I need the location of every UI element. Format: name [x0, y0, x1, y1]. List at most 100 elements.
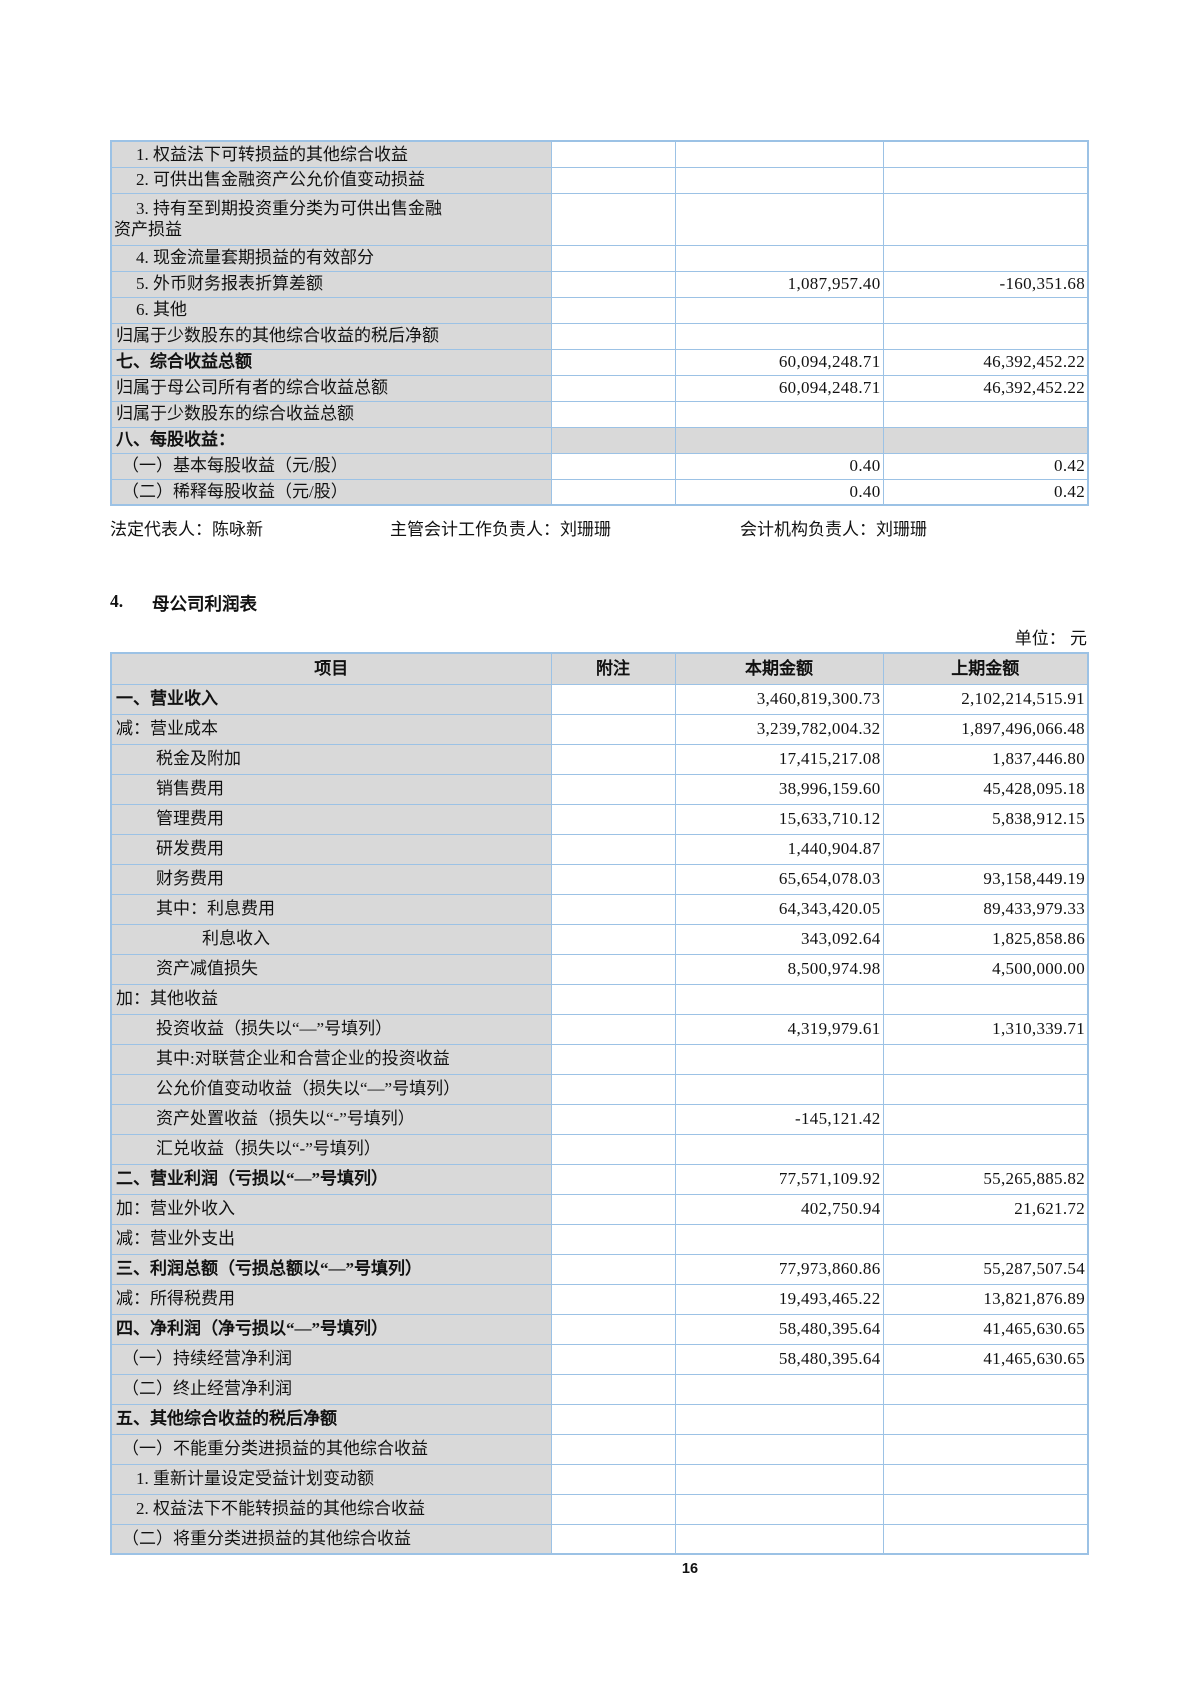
table-row: 减：营业成本 3,239,782,004.32 1,897,496,066.48 [110, 713, 1089, 745]
note-cell [550, 322, 676, 350]
current-period-amount-cell: -145,121.42 [674, 1103, 884, 1135]
table-row: 二、营业利润（亏损以“—”号填列） 77,571,109.92 55,265,885… [110, 1163, 1089, 1195]
prior-period-amount-cell [882, 322, 1089, 350]
note-cell [550, 683, 676, 715]
table-row: 4. 现金流量套期损益的有效部分 [110, 244, 1089, 272]
table-row: 归属于母公司所有者的综合收益总额 60,094,248.71 46,392,452.… [110, 374, 1089, 402]
item-label-cell: 二、营业利润（亏损以“—”号填列） [110, 1163, 552, 1195]
current-period-amount-cell: 343,092.64 [674, 923, 884, 955]
item-label-cell: 4. 现金流量套期损益的有效部分 [110, 244, 552, 272]
current-period-amount-cell [674, 400, 884, 428]
table-row: 资产减值损失 8,500,974.98 4,500,000.00 [110, 953, 1089, 985]
note-cell [550, 1343, 676, 1375]
table-row: 财务费用 65,654,078.03 93,158,449.19 [110, 863, 1089, 895]
prior-period-amount-cell [882, 1523, 1089, 1555]
table-row: 税金及附加 17,415,217.08 1,837,446.80 [110, 743, 1089, 775]
prior-period-amount-cell: 21,621.72 [882, 1193, 1089, 1225]
table-row: 资产处置收益（损失以“-”号填列） -145,121.42 [110, 1103, 1089, 1135]
prior-period-amount-cell: 41,465,630.65 [882, 1313, 1089, 1345]
item-label-cell: 管理费用 [110, 803, 552, 835]
item-label-cell: 减：所得税费用 [110, 1283, 552, 1315]
table-row: 归属于少数股东的综合收益总额 [110, 400, 1089, 428]
item-label-cell: 归属于少数股东的其他综合收益的税后净额 [110, 322, 552, 350]
note-cell [550, 296, 676, 324]
item-label-cell: 加：营业外收入 [110, 1193, 552, 1225]
prior-period-amount-cell [882, 1493, 1089, 1525]
table-row: 利息收入 343,092.64 1,825,858.86 [110, 923, 1089, 955]
current-period-amount-cell: 3,460,819,300.73 [674, 683, 884, 715]
note-cell [550, 743, 676, 775]
unit-label: 单位： 元 [1014, 629, 1087, 648]
item-label-cell: 其中:对联营企业和合营企业的投资收益 [110, 1043, 552, 1075]
item-label-cell: 6. 其他 [110, 296, 552, 324]
item-label-cell: 七、综合收益总额 [110, 348, 552, 376]
current-period-amount-cell: 3,239,782,004.32 [674, 713, 884, 745]
prior-period-amount-cell: 46,392,452.22 [882, 348, 1089, 376]
table-row: 1. 权益法下可转损益的其他综合收益 [110, 140, 1089, 168]
note-cell [550, 1283, 676, 1315]
table-row: 五、其他综合收益的税后净额 [110, 1403, 1089, 1435]
current-period-amount-cell: 0.40 [674, 452, 884, 480]
prior-period-amount-cell [882, 1223, 1089, 1255]
current-period-amount-cell [674, 1493, 884, 1525]
table-row: 研发费用 1,440,904.87 [110, 833, 1089, 865]
note-cell [550, 1523, 676, 1555]
item-label-cell: （二）将重分类进损益的其他综合收益 [110, 1523, 552, 1555]
chief-accounting-officer: 主管会计工作负责人：刘珊珊 [390, 520, 611, 539]
current-period-amount-cell [674, 983, 884, 1015]
item-label-cell: 归属于母公司所有者的综合收益总额 [110, 374, 552, 402]
prior-period-amount-cell: 89,433,979.33 [882, 893, 1089, 925]
note-cell [550, 1223, 676, 1255]
current-period-amount-cell: 77,571,109.92 [674, 1163, 884, 1195]
item-label-cell: （一）持续经营净利润 [110, 1343, 552, 1375]
current-period-amount-cell [674, 166, 884, 194]
item-label-cell: 1. 重新计量设定受益计划变动额 [110, 1463, 552, 1495]
prior-period-amount-cell: -160,351.68 [882, 270, 1089, 298]
table-row: （一）基本每股收益（元/股） 0.40 0.42 [110, 452, 1089, 480]
current-period-amount-cell: 38,996,159.60 [674, 773, 884, 805]
note-cell [550, 1463, 676, 1495]
table-row: 6. 其他 [110, 296, 1089, 324]
table-row: 3. 持有至到期投资重分类为可供出售金融 资产损益 [110, 192, 1089, 246]
note-cell [550, 713, 676, 745]
table-row: 2. 权益法下不能转损益的其他综合收益 [110, 1493, 1089, 1525]
prior-period-amount-cell: 55,287,507.54 [882, 1253, 1089, 1285]
note-cell [550, 478, 676, 506]
item-label-cell: 八、每股收益： [110, 426, 552, 454]
current-period-amount-cell [674, 1133, 884, 1165]
prior-period-amount-cell [882, 1073, 1089, 1105]
note-cell [550, 166, 676, 194]
current-period-amount-cell [674, 1373, 884, 1405]
prior-period-amount-cell: 45,428,095.18 [882, 773, 1089, 805]
note-cell [550, 374, 676, 402]
item-label-cell: 归属于少数股东的综合收益总额 [110, 400, 552, 428]
document-page: 1. 权益法下可转损益的其他综合收益 2. 可供出售金融资产公允价值变动损益 3. … [110, 0, 1089, 1581]
table-row: 汇兑收益（损失以“-”号填列） [110, 1133, 1089, 1165]
item-label-cell: 投资收益（损失以“—”号填列） [110, 1013, 552, 1045]
current-period-amount-cell: 19,493,465.22 [674, 1283, 884, 1315]
note-cell [550, 1133, 676, 1165]
item-label-cell: 减：营业外支出 [110, 1223, 552, 1255]
table-row: （二）将重分类进损益的其他综合收益 [110, 1523, 1089, 1555]
item-label-cell: 三、利润总额（亏损总额以“—”号填列） [110, 1253, 552, 1285]
note-cell [550, 192, 676, 246]
prior-period-amount-cell: 0.42 [882, 452, 1089, 480]
current-period-amount-cell [674, 1523, 884, 1555]
note-cell [550, 348, 676, 376]
current-period-amount-cell [674, 1433, 884, 1465]
note-cell [550, 270, 676, 298]
note-cell [550, 1313, 676, 1345]
table-row: 一、营业收入 3,460,819,300.73 2,102,214,515.91 [110, 683, 1089, 715]
prior-period-amount-cell [882, 1463, 1089, 1495]
note-cell [550, 1373, 676, 1405]
item-label-cell: 5. 外币财务报表折算差额 [110, 270, 552, 298]
table-row: 2. 可供出售金融资产公允价值变动损益 [110, 166, 1089, 194]
accounting-department-head: 会计机构负责人：刘珊珊 [740, 520, 927, 539]
prior-period-amount-cell [882, 833, 1089, 865]
current-period-amount-cell: 1,087,957.40 [674, 270, 884, 298]
prior-period-amount-cell [882, 1433, 1089, 1465]
item-label-cell: （二）稀释每股收益（元/股） [110, 478, 552, 506]
prior-period-amount-cell [882, 166, 1089, 194]
prior-period-amount-cell [882, 983, 1089, 1015]
note-cell [550, 400, 676, 428]
